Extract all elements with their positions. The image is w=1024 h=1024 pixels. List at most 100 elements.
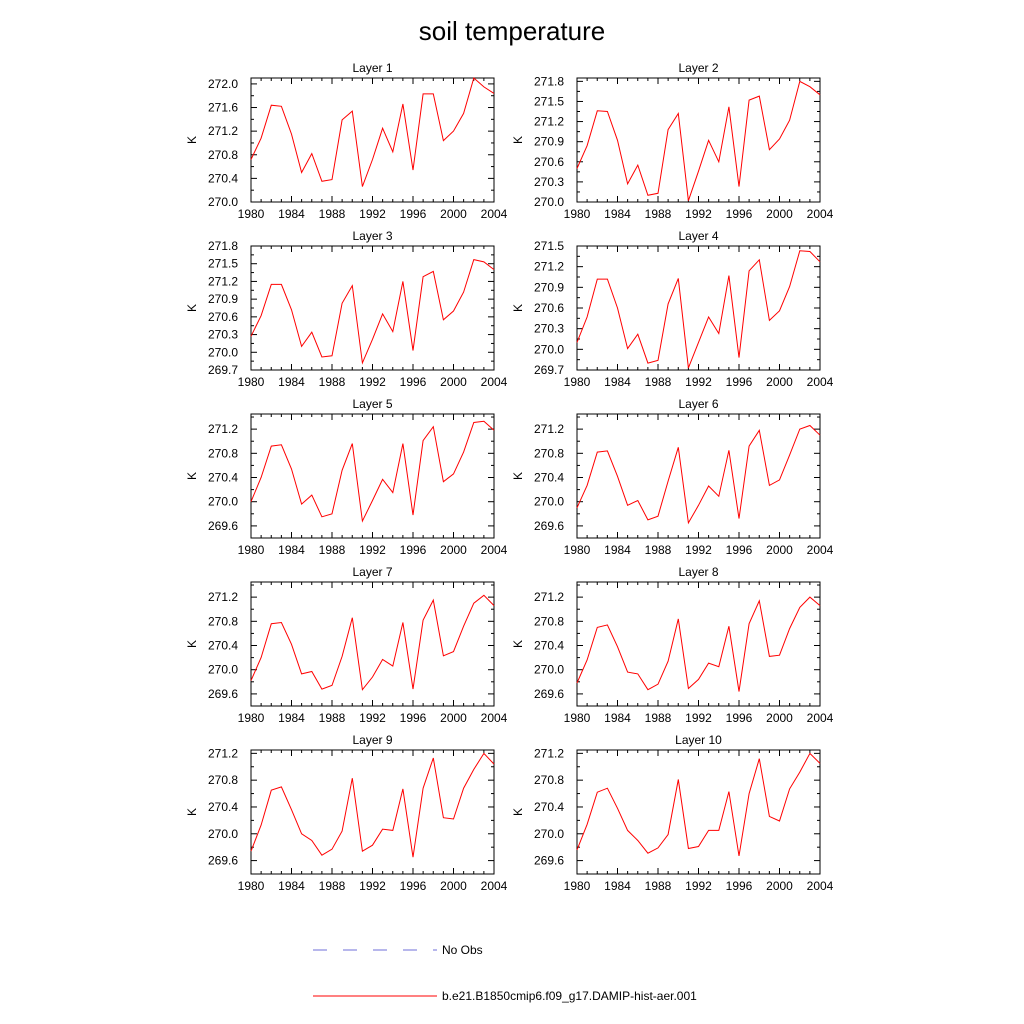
x-tick-label: 2004 <box>481 375 508 389</box>
panel-title: Layer 4 <box>678 229 718 243</box>
y-tick-label: 269.6 <box>208 519 238 533</box>
x-tick-label: 2004 <box>807 375 834 389</box>
x-tick-label: 1980 <box>564 207 591 221</box>
y-axis-label: K <box>185 304 199 312</box>
x-tick-label: 1996 <box>400 543 427 557</box>
y-tick-label: 269.6 <box>208 687 238 701</box>
legend: No Obs b.e21.B1850cmip6.f09_g17.DAMIP-hi… <box>313 943 697 1003</box>
y-tick-label: 270.0 <box>208 495 238 509</box>
y-tick-label: 270.8 <box>208 148 238 162</box>
x-tick-label: 2000 <box>766 375 793 389</box>
x-tick-label: 1988 <box>645 711 672 725</box>
x-tick-label: 1984 <box>278 375 305 389</box>
plot-frame <box>576 413 821 539</box>
x-tick-label: 2000 <box>440 207 467 221</box>
y-axis-label: K <box>185 136 199 144</box>
y-tick-label: 270.0 <box>208 663 238 677</box>
y-tick-label: 270.0 <box>534 195 564 209</box>
y-axis-label: K <box>511 304 525 312</box>
y-tick-label: 271.2 <box>208 746 238 760</box>
panel-title: Layer 10 <box>675 733 722 747</box>
x-tick-label: 1992 <box>359 207 386 221</box>
x-tick-label: 1988 <box>645 375 672 389</box>
y-tick-label: 269.7 <box>534 363 564 377</box>
y-tick-label: 270.8 <box>534 773 564 787</box>
x-tick-label: 1992 <box>685 543 712 557</box>
y-tick-label: 270.4 <box>534 639 564 653</box>
x-tick-label: 1984 <box>278 711 305 725</box>
panel-grid: Layer 1 1980 1984 1988 1992 1996 2000 2004 270.0… <box>185 61 834 893</box>
y-axis-label: K <box>511 640 525 648</box>
panel-title: Layer 1 <box>352 61 392 75</box>
y-tick-label: 270.4 <box>208 800 238 814</box>
x-tick-label: 1984 <box>604 543 631 557</box>
y-axis-label: K <box>511 136 525 144</box>
x-tick-label: 1992 <box>359 543 386 557</box>
legend-label-model-run: b.e21.B1850cmip6.f09_g17.DAMIP-hist-aer.… <box>442 989 697 1003</box>
x-tick-label: 2004 <box>481 879 508 893</box>
x-tick-label: 1988 <box>319 879 346 893</box>
x-tick-label: 1996 <box>726 375 753 389</box>
x-tick-label: 2004 <box>807 543 834 557</box>
y-tick-label: 269.6 <box>534 854 564 868</box>
x-tick-label: 2004 <box>481 543 508 557</box>
x-tick-label: 1980 <box>238 207 265 221</box>
series-line <box>250 259 495 365</box>
plot-frame <box>250 77 495 203</box>
x-tick-label: 1992 <box>359 711 386 725</box>
y-tick-label: 271.8 <box>534 74 564 88</box>
x-tick-label: 1980 <box>238 543 265 557</box>
plot-frame <box>250 413 495 539</box>
plot-frame <box>250 581 495 707</box>
x-tick-label: 1988 <box>319 375 346 389</box>
y-tick-label: 271.5 <box>208 257 238 271</box>
chart-panel-5: Layer 5 1980 1984 1988 1992 1996 2000 2004 269.6… <box>185 397 508 557</box>
x-tick-label: 2000 <box>766 543 793 557</box>
series-line <box>576 250 821 369</box>
y-tick-label: 270.6 <box>534 301 564 315</box>
x-tick-label: 2004 <box>807 207 834 221</box>
y-tick-label: 270.4 <box>208 471 238 485</box>
plot-frame <box>250 749 495 875</box>
y-tick-label: 271.2 <box>534 115 564 129</box>
y-tick-label: 270.0 <box>534 663 564 677</box>
y-tick-label: 270.4 <box>208 171 238 185</box>
x-tick-label: 1980 <box>564 543 591 557</box>
plot-frame <box>576 245 821 371</box>
x-tick-label: 1984 <box>604 207 631 221</box>
y-axis-label: K <box>185 640 199 648</box>
y-tick-label: 271.2 <box>208 124 238 138</box>
x-tick-label: 2004 <box>481 711 508 725</box>
y-tick-label: 270.9 <box>534 280 564 294</box>
y-tick-label: 270.4 <box>534 471 564 485</box>
y-tick-label: 270.8 <box>208 773 238 787</box>
y-tick-label: 270.3 <box>208 328 238 342</box>
x-tick-label: 1980 <box>238 879 265 893</box>
chart-panel-3: Layer 3 1980 1984 1988 1992 1996 2000 2004 269.7… <box>185 229 508 389</box>
y-tick-label: 271.5 <box>534 94 564 108</box>
x-tick-label: 2000 <box>766 207 793 221</box>
y-tick-label: 270.0 <box>208 345 238 359</box>
x-tick-label: 1996 <box>726 879 753 893</box>
y-tick-label: 270.6 <box>534 155 564 169</box>
series-line <box>576 80 821 201</box>
y-tick-label: 271.2 <box>534 422 564 436</box>
chart-panel-7: Layer 7 1980 1984 1988 1992 1996 2000 2004 269.6… <box>185 565 508 725</box>
y-tick-label: 271.8 <box>208 239 238 253</box>
y-tick-label: 270.0 <box>534 495 564 509</box>
plot-frame <box>576 749 821 875</box>
x-tick-label: 2004 <box>481 207 508 221</box>
x-tick-label: 1988 <box>319 207 346 221</box>
y-tick-label: 270.3 <box>534 175 564 189</box>
chart-panel-8: Layer 8 1980 1984 1988 1992 1996 2000 2004 269.6… <box>511 565 834 725</box>
x-tick-label: 2000 <box>440 711 467 725</box>
x-tick-label: 1988 <box>645 879 672 893</box>
y-tick-label: 270.0 <box>534 827 564 841</box>
chart-panel-4: Layer 4 1980 1984 1988 1992 1996 2000 2004 269.7… <box>511 229 834 389</box>
series-line <box>250 77 495 187</box>
y-tick-label: 270.3 <box>534 322 564 336</box>
x-tick-label: 1996 <box>400 375 427 389</box>
panel-title: Layer 2 <box>678 61 718 75</box>
plot-frame <box>576 77 821 203</box>
y-tick-label: 270.9 <box>534 135 564 149</box>
